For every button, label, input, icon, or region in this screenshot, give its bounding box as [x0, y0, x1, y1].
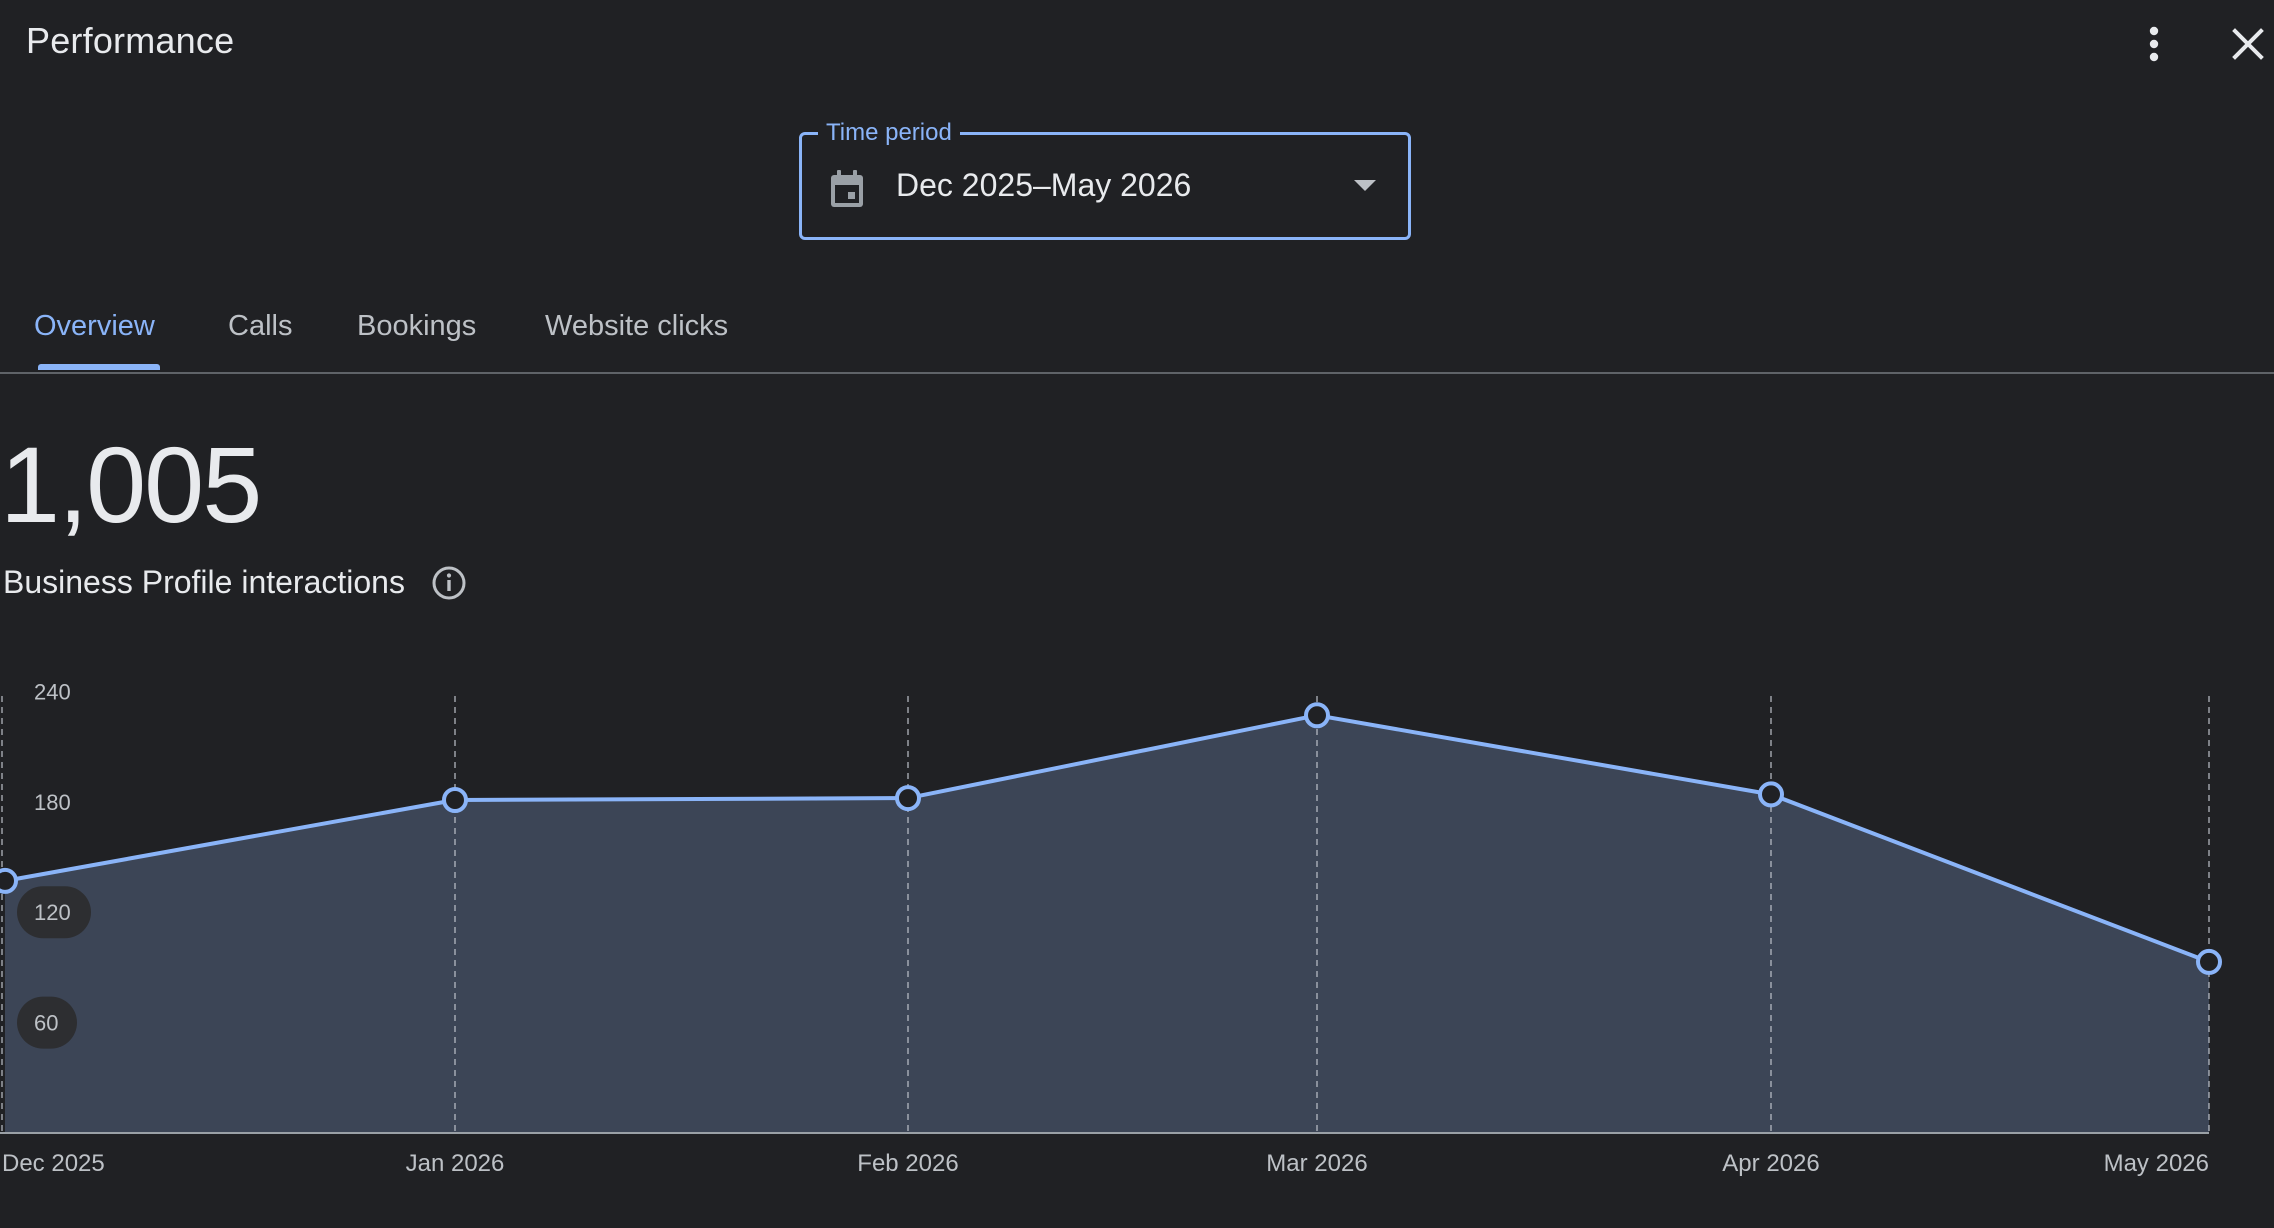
data-point [0, 867, 18, 894]
interactions-area-chart: 60 120 180 240 Dec 2025 Jan 2026 Feb 2026 Mar 2… [0, 679, 2222, 1177]
interactions-label: Business Profile interactions [3, 564, 405, 600]
y-tick-label: 240 [34, 679, 71, 704]
y-tick-label: 60 [34, 1011, 58, 1036]
tab-calls[interactable]: Calls [228, 310, 293, 342]
tab-bar: Overview Calls Bookings Website clicks [0, 300, 2274, 374]
tab-website-clicks[interactable]: Website clicks [545, 310, 729, 342]
close-button[interactable] [2220, 16, 2274, 72]
time-period-select[interactable]: Time period Dec 2025–May 2026 [799, 119, 1411, 240]
tabs-divider [0, 372, 2274, 374]
y-tick-badge [17, 996, 77, 1049]
series-line [4, 713, 2210, 964]
data-point [1304, 702, 1330, 729]
data-point [1758, 781, 1784, 808]
x-tick-label: Apr 2026 [1722, 1150, 1819, 1177]
page-title: Performance [26, 20, 235, 61]
y-tick-badge [17, 886, 91, 939]
more-vert-icon [2149, 26, 2159, 62]
data-point [2196, 948, 2222, 975]
time-period-label: Time period [818, 119, 960, 147]
more-options-button[interactable] [2126, 16, 2182, 72]
tab-bookings[interactable]: Bookings [357, 310, 477, 342]
active-tab-indicator [38, 364, 160, 370]
y-tick-label: 180 [34, 790, 71, 815]
x-tick-label: May 2026 [2104, 1150, 2209, 1177]
time-period-value: Dec 2025–May 2026 [896, 167, 1192, 203]
x-tick-label: Feb 2026 [857, 1150, 958, 1177]
x-tick-label: Dec 2025 [2, 1150, 105, 1177]
info-icon[interactable] [431, 565, 467, 601]
dropdown-arrow-icon [1354, 180, 1376, 191]
interactions-total: 1,005 [0, 424, 262, 545]
close-icon [2232, 28, 2264, 60]
data-point [895, 785, 921, 812]
y-tick-label: 120 [34, 900, 71, 925]
x-tick-label: Jan 2026 [406, 1150, 505, 1177]
x-tick-label: Mar 2026 [1266, 1150, 1367, 1177]
tab-overview[interactable]: Overview [34, 310, 155, 342]
area-fill [5, 715, 2209, 1133]
calendar-icon [831, 170, 863, 207]
data-point [442, 787, 468, 813]
